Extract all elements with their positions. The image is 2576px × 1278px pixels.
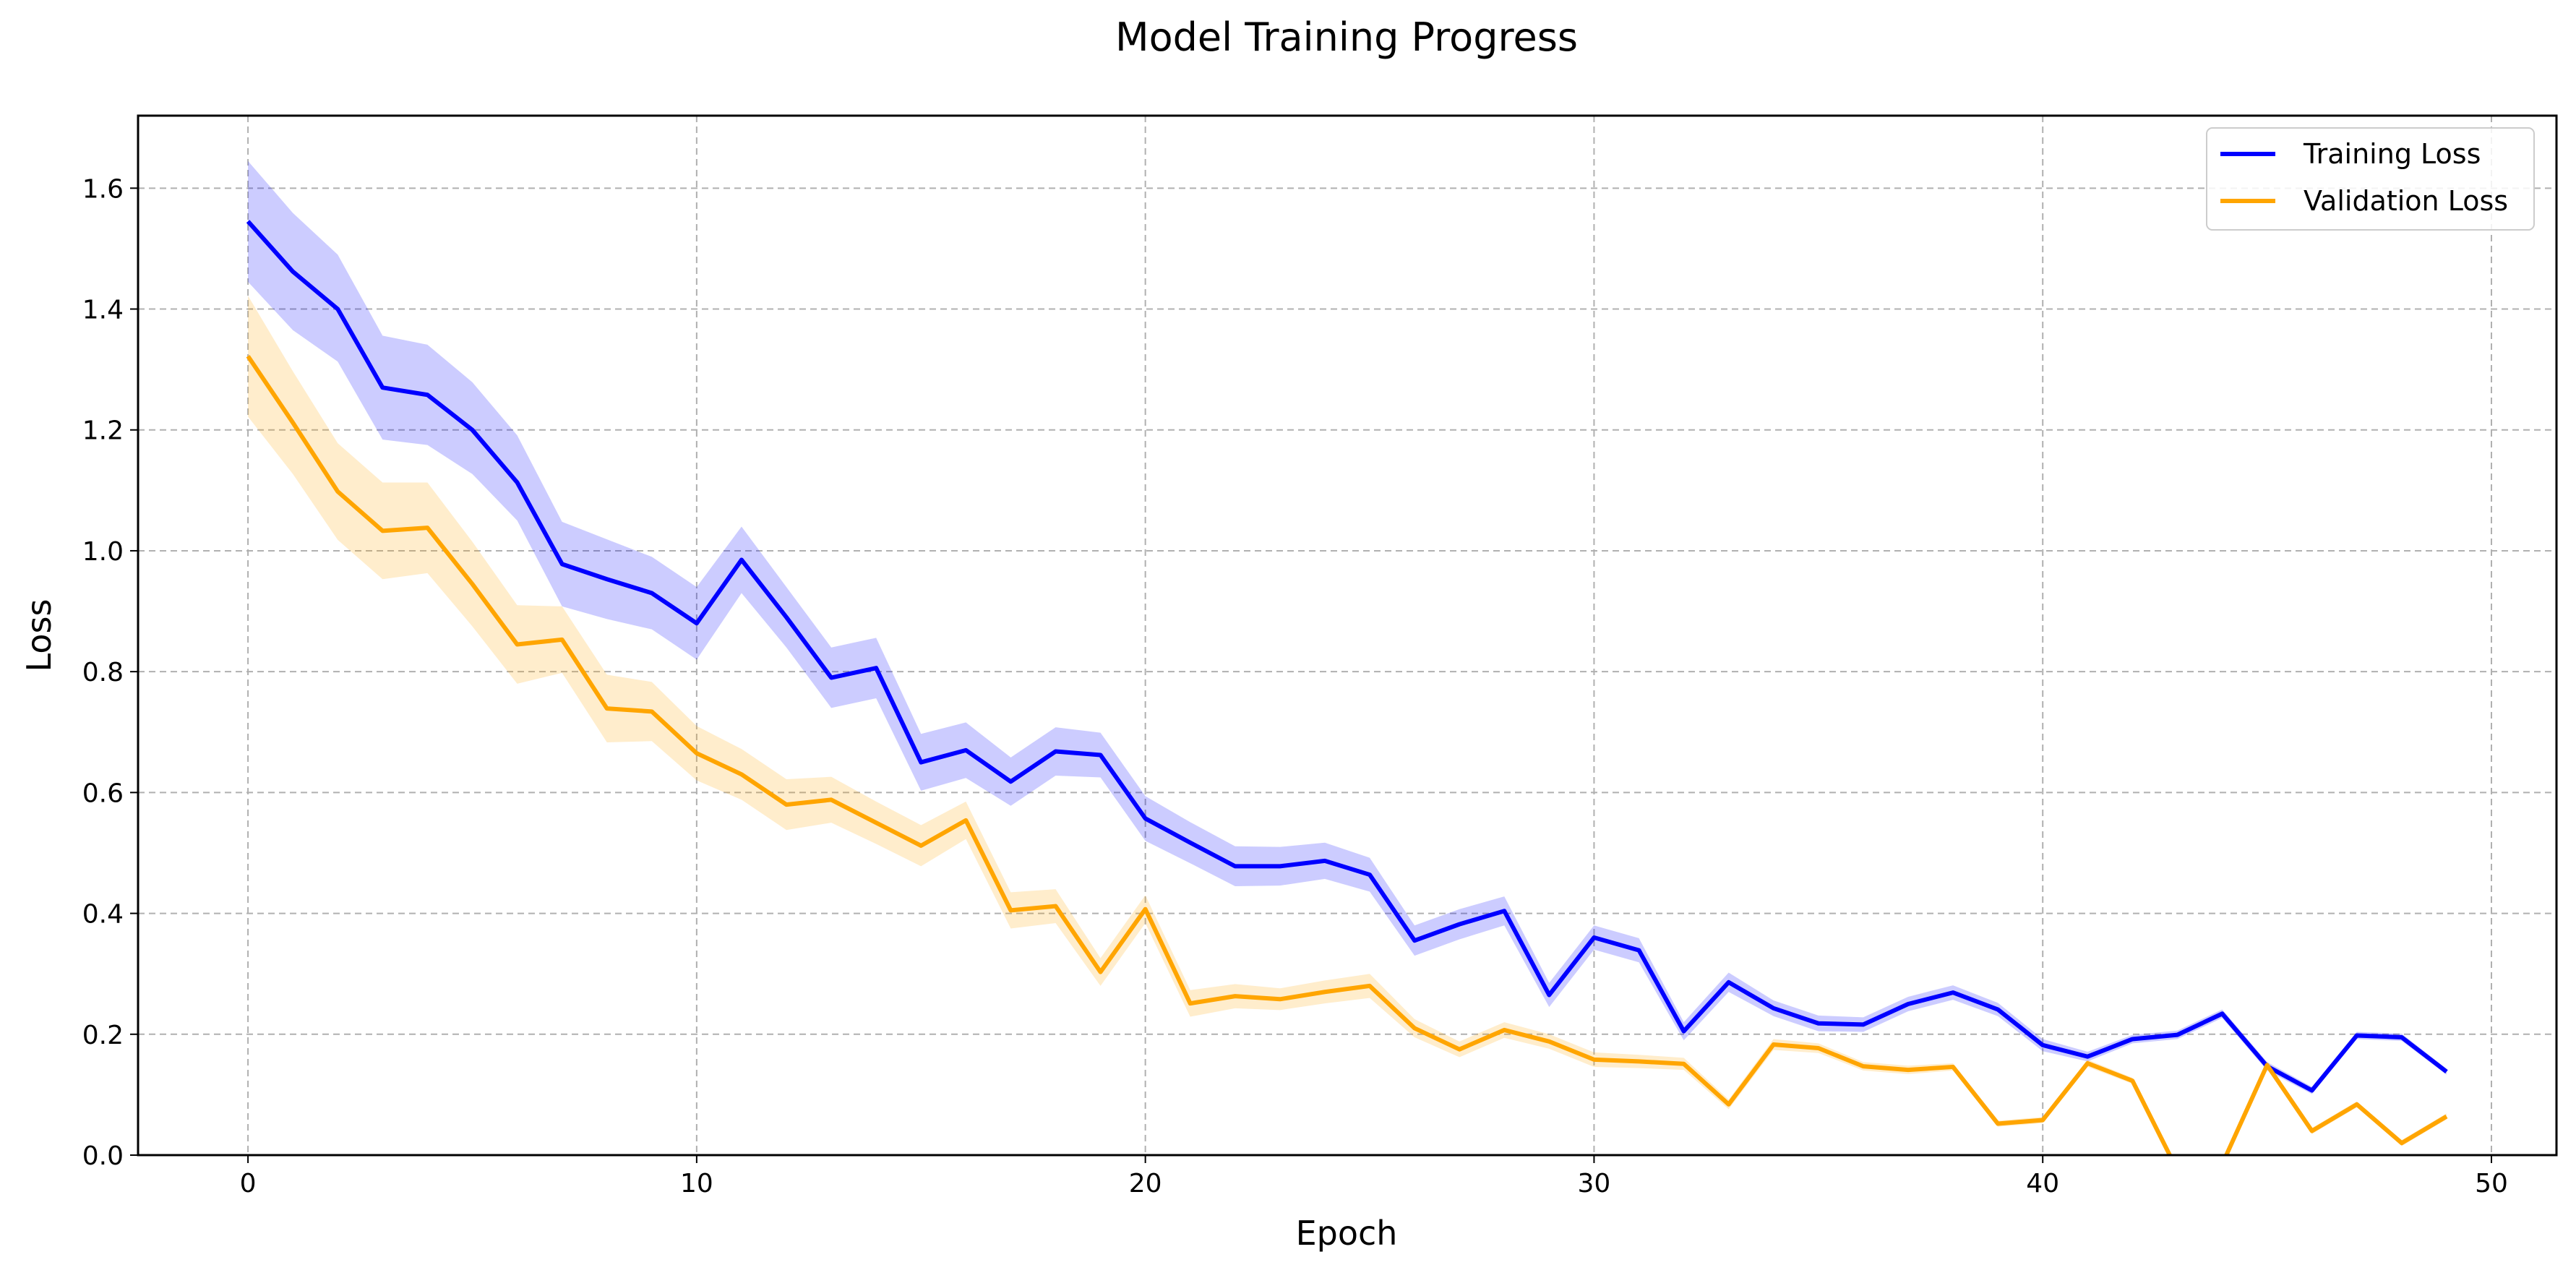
x-tick-label: 40: [2026, 1169, 2059, 1198]
x-tick-label: 10: [680, 1169, 713, 1198]
legend-label-training-loss: Training Loss: [2303, 138, 2481, 170]
y-tick-label: 0.4: [82, 900, 124, 930]
x-tick-label: 50: [2475, 1169, 2508, 1198]
y-tick-label: 1.4: [82, 296, 124, 325]
y-axis-ticks: 0.0 0.2 0.4 0.6 0.8 1.0 1.2 1.4 1.6: [82, 174, 138, 1171]
x-axis-label: Epoch: [1296, 1214, 1398, 1253]
x-axis-ticks: 0 10 20 30 40 50: [240, 1155, 2508, 1198]
plot-frame: [137, 114, 2558, 1157]
y-tick-label: 0.8: [82, 658, 124, 687]
x-tick-label: 20: [1129, 1169, 1162, 1198]
x-tick-label: 0: [240, 1169, 257, 1198]
validation-loss-line: [246, 355, 2448, 1155]
y-tick-label: 0.2: [82, 1021, 124, 1050]
confidence-bands: [248, 160, 2447, 1155]
y-tick-label: 1.0: [82, 537, 124, 567]
grid-lines: [138, 116, 2556, 1156]
y-tick-label: 0.0: [82, 1141, 124, 1171]
legend-label-validation-loss: Validation Loss: [2304, 185, 2508, 217]
y-axis-label: Loss: [20, 599, 59, 672]
y-tick-label: 1.6: [82, 174, 124, 204]
validation-loss-band: [248, 296, 2447, 1155]
training-loss-line: [246, 220, 2448, 1093]
y-tick-label: 1.2: [82, 416, 124, 446]
y-tick-label: 0.6: [82, 779, 124, 808]
x-tick-label: 30: [1578, 1169, 1611, 1198]
legend: Training Loss Validation Loss: [2206, 127, 2535, 231]
chart-title: Model Training Progress: [1115, 14, 1578, 60]
training-loss-band: [248, 160, 2447, 1094]
legend-box: [2206, 127, 2535, 231]
series-lines: [246, 220, 2448, 1155]
